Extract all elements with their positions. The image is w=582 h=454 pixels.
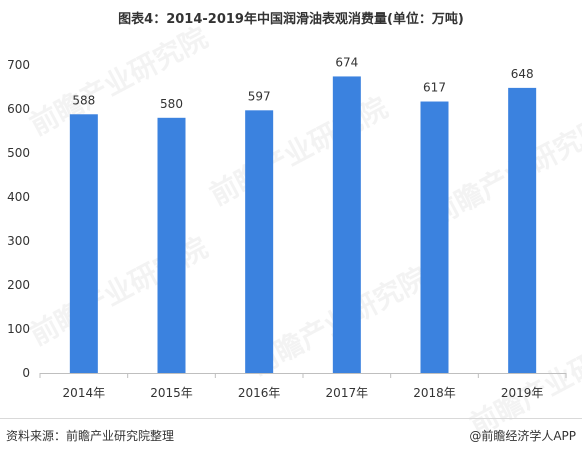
bar <box>508 87 537 373</box>
x-tick-label: 2016年 <box>238 386 281 400</box>
bar <box>157 117 186 373</box>
data-labels: 588 580 597 674 617 648 <box>72 55 533 110</box>
data-label: 588 <box>72 93 95 107</box>
y-tick-label: 700 <box>7 58 30 72</box>
source-text: 资料来源：前瞻产业研究院整理 <box>6 429 175 443</box>
y-tick-label: 0 <box>22 366 30 380</box>
y-axis: 0 100 200 300 400 500 600 700 <box>7 58 30 380</box>
data-label: 597 <box>248 89 271 103</box>
bar <box>69 114 98 373</box>
y-tick-label: 100 <box>7 322 30 336</box>
data-label: 580 <box>160 97 183 111</box>
x-tick-label: 2015年 <box>150 386 193 400</box>
y-tick-label: 300 <box>7 234 30 248</box>
x-tick-label: 2019年 <box>501 386 544 400</box>
y-tick-label: 600 <box>7 102 30 116</box>
bars <box>69 76 537 374</box>
y-tick-label: 400 <box>7 190 30 204</box>
brand-text: @前瞻经济学人APP <box>469 429 576 443</box>
x-tick-label: 2014年 <box>63 386 106 400</box>
y-tick-label: 500 <box>7 146 30 160</box>
bar <box>332 76 361 373</box>
footer: 资料来源：前瞻产业研究院整理 @前瞻经济学人APP <box>0 418 582 454</box>
x-axis: 2014年 2015年 2016年 2017年 2018年 2019年 <box>39 373 567 400</box>
y-tick-label: 200 <box>7 278 30 292</box>
x-tick-label: 2018年 <box>413 386 456 400</box>
data-label: 674 <box>335 55 358 69</box>
x-tick-label: 2017年 <box>326 386 369 400</box>
bar <box>245 110 274 373</box>
data-label: 648 <box>511 67 534 81</box>
data-label: 617 <box>423 81 446 95</box>
chart-title: 图表4：2014-2019年中国润滑油表观消费量(单位：万吨) <box>118 12 464 27</box>
bar <box>420 101 449 374</box>
